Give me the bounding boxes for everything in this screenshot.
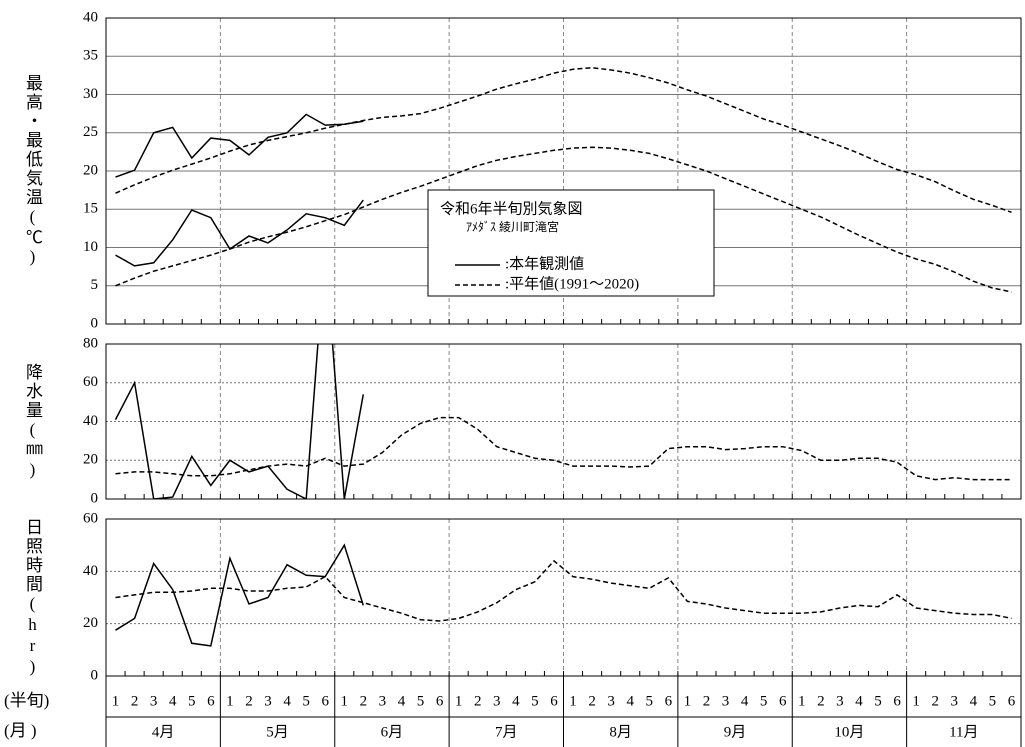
- x-tick-label: 6: [207, 693, 215, 709]
- x-tick-label: 5: [302, 693, 310, 709]
- series-line: [115, 146, 1012, 293]
- y-tick-label: 40: [83, 413, 98, 429]
- x-tick-label: 3: [379, 693, 387, 709]
- y-tick-label: 40: [83, 563, 98, 579]
- x-tick-label: 3: [722, 693, 730, 709]
- x-tick-label: 6: [550, 693, 558, 709]
- plot-frame: [105, 17, 1022, 325]
- series-line: [115, 66, 1012, 214]
- y-tick-label: 20: [83, 615, 98, 631]
- x-tick-label: 2: [931, 693, 939, 709]
- x-tick-label: 4: [741, 693, 749, 709]
- y-tick-label: 15: [83, 201, 98, 217]
- month-label: 5月: [266, 724, 289, 740]
- x-tick-label: 2: [588, 693, 596, 709]
- x-tick-label: 3: [836, 693, 844, 709]
- legend-label: :平年値(1991～2020): [505, 275, 639, 292]
- x-tick-label: 4: [283, 693, 291, 709]
- x-tick-label: 4: [512, 693, 520, 709]
- x-tick-label: 2: [817, 693, 825, 709]
- x-tick-label: 4: [626, 693, 634, 709]
- y-tick-label: 10: [83, 239, 98, 255]
- series-line: [115, 416, 1012, 481]
- x-tick-label: 2: [360, 693, 368, 709]
- x-tick-label: 1: [684, 693, 692, 709]
- y-tick-label: 0: [91, 490, 99, 506]
- x-tick-label: 2: [245, 693, 253, 709]
- x-tick-label: 5: [188, 693, 196, 709]
- pentad-axis-label: (半旬): [4, 691, 49, 710]
- month-label: 4月: [152, 724, 175, 740]
- month-label: 10月: [834, 724, 864, 740]
- x-tick-label: 2: [131, 693, 139, 709]
- series-line: [115, 199, 364, 267]
- y-tick-label: 80: [83, 335, 98, 351]
- x-tick-label: 3: [607, 693, 615, 709]
- x-tick-label: 5: [417, 693, 425, 709]
- x-tick-label: 1: [569, 693, 577, 709]
- x-tick-label: 1: [912, 693, 920, 709]
- plot-frame: [105, 343, 1022, 500]
- month-label: 9月: [724, 724, 747, 740]
- x-tick-label: 6: [321, 693, 329, 709]
- x-tick-label: 6: [436, 693, 444, 709]
- x-tick-label: 4: [855, 693, 863, 709]
- legend-title: 令和6年半旬別気象図: [440, 200, 583, 217]
- x-tick-label: 3: [264, 693, 272, 709]
- legend-box: [427, 189, 715, 297]
- x-tick-label: 4: [970, 693, 978, 709]
- series-line: [114, 344, 365, 499]
- y-tick-label: 20: [83, 452, 98, 468]
- y-tick-label: 0: [91, 315, 99, 331]
- x-tick-label: 6: [665, 693, 673, 709]
- x-tick-label: 3: [150, 693, 158, 709]
- x-tick-label: 4: [398, 693, 406, 709]
- x-tick-label: 6: [893, 693, 901, 709]
- month-axis-label: (月 ): [4, 721, 37, 740]
- x-tick-label: 2: [474, 693, 482, 709]
- x-tick-label: 1: [112, 693, 120, 709]
- y-tick-label: 60: [83, 510, 98, 526]
- x-tick-label: 3: [493, 693, 501, 709]
- month-label: 7月: [495, 724, 518, 740]
- x-tick-label: 1: [798, 693, 806, 709]
- x-tick-label: 1: [341, 693, 349, 709]
- month-label: 6月: [381, 724, 404, 740]
- y-axis-label: 日照時間(hr): [23, 517, 42, 678]
- x-tick-label: 4: [169, 693, 177, 709]
- x-tick-label: 5: [874, 693, 882, 709]
- series-line: [115, 543, 365, 647]
- x-tick-label: 5: [646, 693, 654, 709]
- y-axis-label: 降水量(㎜): [23, 362, 42, 481]
- x-tick-label: 6: [1008, 693, 1016, 709]
- y-tick-label: 60: [83, 374, 98, 390]
- x-tick-label: 1: [455, 693, 463, 709]
- x-tick-label: 2: [703, 693, 711, 709]
- y-axis-label: 最高・最低気温(℃): [23, 74, 42, 268]
- x-tick-label: 1: [226, 693, 234, 709]
- month-label: 11月: [949, 724, 978, 740]
- y-tick-label: 5: [91, 277, 99, 293]
- x-tick-label: 6: [779, 693, 787, 709]
- y-tick-label: 40: [83, 9, 98, 25]
- month-label: 8月: [609, 724, 632, 740]
- series-line: [115, 559, 1012, 622]
- x-tick-label: 5: [531, 693, 539, 709]
- x-tick-label: 5: [760, 693, 768, 709]
- series-line: [115, 113, 364, 178]
- y-tick-label: 30: [83, 86, 98, 102]
- x-tick-label: 5: [989, 693, 997, 709]
- x-tick-label: 3: [951, 693, 959, 709]
- legend-label: :本年観測値: [505, 255, 584, 272]
- legend-subtitle: ｱﾒﾀﾞｽ 綾川町滝宮: [466, 219, 559, 234]
- y-tick-label: 0: [91, 667, 99, 683]
- y-tick-label: 35: [83, 48, 98, 64]
- y-tick-label: 25: [83, 124, 98, 140]
- y-tick-label: 20: [83, 162, 98, 178]
